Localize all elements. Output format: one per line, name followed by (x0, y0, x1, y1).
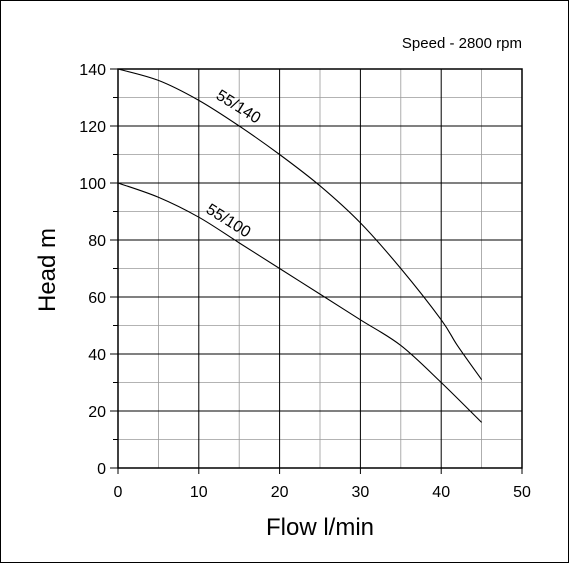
x-tick-label: 10 (190, 484, 208, 501)
y-tick-label: 20 (88, 404, 106, 421)
x-tick-label: 50 (513, 484, 531, 501)
series-line-55-100 (117, 182, 482, 423)
y-tick-label: 0 (97, 461, 106, 478)
curves (117, 68, 483, 423)
y-tick-label: 60 (88, 290, 106, 307)
major-grid (118, 69, 522, 468)
x-tick-label: 0 (114, 484, 123, 501)
curve-label-55-140: 55/140 (213, 87, 264, 127)
y-tick-label: 40 (88, 347, 106, 364)
minor-grid (118, 69, 522, 468)
y-axis-ticks: 0 20 40 60 80 100 120 140 (79, 62, 118, 478)
x-axis-ticks: 0 10 20 30 40 50 (114, 468, 531, 501)
y-tick-label: 80 (88, 233, 106, 250)
x-axis-title: Flow l/min (266, 514, 374, 541)
y-tick-label: 140 (79, 62, 106, 79)
x-tick-label: 30 (352, 484, 370, 501)
speed-annotation: Speed - 2800 rpm (402, 35, 522, 52)
y-tick-label: 120 (79, 119, 106, 136)
x-tick-label: 40 (432, 484, 450, 501)
y-axis-title: Head m (34, 228, 61, 312)
y-tick-label: 100 (79, 176, 106, 193)
x-tick-label: 20 (271, 484, 289, 501)
series-line-55-140 (117, 68, 483, 380)
